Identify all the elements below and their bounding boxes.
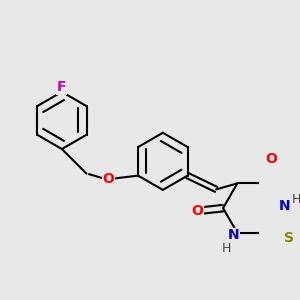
Text: O: O <box>103 172 115 186</box>
Text: H: H <box>291 193 300 206</box>
Text: N: N <box>228 228 239 242</box>
Text: S: S <box>284 231 294 245</box>
Text: N: N <box>278 199 290 213</box>
Text: O: O <box>191 204 203 218</box>
Text: H: H <box>222 242 231 255</box>
Text: O: O <box>265 152 277 166</box>
Text: F: F <box>57 80 67 94</box>
